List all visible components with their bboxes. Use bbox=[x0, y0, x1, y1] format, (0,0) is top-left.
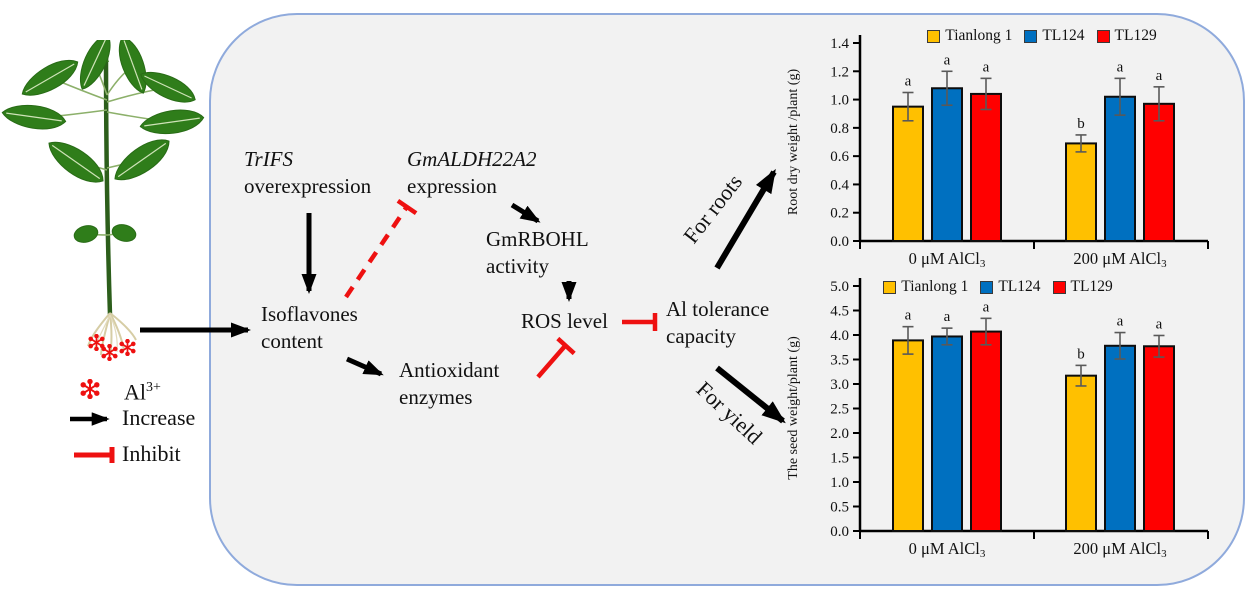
chart-legend-item: TL129 bbox=[1052, 278, 1113, 296]
y-tick-label: 5.0 bbox=[830, 279, 849, 295]
y-tick-label: 0.4 bbox=[830, 177, 849, 193]
y-tick-label: 4.0 bbox=[830, 328, 849, 344]
antioxidant-enzymes-label: Antioxidant enzymes bbox=[399, 358, 500, 409]
legend-swatch-icon bbox=[883, 280, 897, 294]
bar-tl124 bbox=[1104, 344, 1136, 532]
bar-tianlong-1 bbox=[1065, 374, 1097, 532]
legend-series-label: Tianlong 1 bbox=[945, 27, 1013, 44]
y-tick-label: 0.0 bbox=[830, 524, 849, 540]
legend-series-label: Tianlong 1 bbox=[901, 278, 969, 295]
y-tick-label: 2.5 bbox=[830, 402, 849, 418]
bar-tl129 bbox=[970, 92, 1002, 242]
y-tick-label: 1.2 bbox=[830, 64, 849, 80]
trifs-gene-name: TrIFS bbox=[244, 147, 294, 171]
significance-letter: a bbox=[983, 299, 990, 315]
significance-letter: a bbox=[944, 309, 951, 325]
y-tick-label: 0.2 bbox=[830, 206, 849, 222]
increase-legend-label: Increase bbox=[122, 405, 196, 430]
bar-tl129 bbox=[970, 330, 1002, 532]
significance-letter: a bbox=[983, 59, 990, 75]
al-ion-legend-label: Al3+ bbox=[124, 379, 161, 405]
legend-swatch-icon bbox=[980, 280, 994, 294]
y-tick-label: 4.5 bbox=[830, 304, 849, 320]
bar-tl124 bbox=[1104, 95, 1136, 242]
plant-leaves bbox=[1, 40, 205, 243]
bar-tianlong-1 bbox=[1065, 142, 1097, 243]
significance-letter: a bbox=[944, 52, 951, 68]
legend-swatch-icon bbox=[1024, 29, 1038, 43]
chart-legend-item: TL124 bbox=[1024, 27, 1085, 45]
significance-letter: a bbox=[1156, 68, 1163, 84]
chart-legend-item: Tianlong 1 bbox=[927, 27, 1012, 45]
chart-legend-item: Tianlong 1 bbox=[883, 278, 968, 296]
y-tick-label: 0.8 bbox=[830, 121, 849, 137]
significance-letter: a bbox=[1117, 59, 1124, 75]
significance-letter: a bbox=[905, 308, 912, 324]
gmaldh-expression-label: GmALDH22A2 expression bbox=[407, 147, 537, 198]
bar-tl124 bbox=[931, 87, 963, 242]
y-tick-label: 1.4 bbox=[830, 36, 849, 52]
chart-legend-item: TL124 bbox=[980, 278, 1041, 296]
al-tolerance-capacity-label: Al tolerance capacity bbox=[666, 297, 770, 348]
x-category-label: 0 μM AlCl3 bbox=[909, 249, 986, 270]
inhibit-legend-label: Inhibit bbox=[122, 441, 181, 466]
seed-weight-chart: 0.0 0.5 1.0 1.5 2.0 2.5 3.0 3.5 4.0 4.5 5.0 The see… bbox=[786, 278, 1209, 560]
chart-legend-item: TL129 bbox=[1096, 27, 1157, 45]
bar-tl129 bbox=[1143, 345, 1175, 532]
al-ion-legend-icon bbox=[80, 379, 100, 399]
y-tick-label: 3.5 bbox=[830, 353, 849, 369]
legend-series-label: TL124 bbox=[1042, 27, 1085, 44]
root-dry-weight-chart: 0.0 0.2 0.4 0.6 0.8 1.0 1.2 1.4 Root dry weight … bbox=[786, 35, 1209, 270]
bar-tl124 bbox=[931, 335, 963, 532]
y-tick-label: 0.6 bbox=[830, 149, 849, 165]
y-tick-label: 0.0 bbox=[830, 234, 849, 250]
x-category-label: 200 μM AlCl3 bbox=[1073, 249, 1167, 270]
gmrbohl-activity-label: GmRBOHL activity bbox=[486, 227, 589, 278]
legend-series-label: TL129 bbox=[1070, 278, 1113, 295]
legend-swatch-icon bbox=[1096, 29, 1110, 43]
significance-letter: b bbox=[1077, 116, 1085, 132]
y-tick-label: 1.5 bbox=[830, 451, 849, 467]
y-tick-label: 1.0 bbox=[830, 93, 849, 109]
legend-swatch-icon bbox=[1052, 280, 1066, 294]
y-axis-title: The seed weight/plant (g) bbox=[786, 336, 801, 480]
legend-series-label: TL124 bbox=[998, 278, 1041, 295]
y-tick-label: 0.5 bbox=[830, 500, 849, 516]
inhibit-legend-icon bbox=[74, 447, 115, 463]
bar-tianlong-1 bbox=[892, 339, 924, 532]
y-tick-label: 1.0 bbox=[830, 475, 849, 491]
significance-letter: a bbox=[1156, 316, 1163, 332]
trifs-overexpression-label: TrIFS overexpression bbox=[244, 147, 372, 198]
isoflavones-content-label: Isoflavones content bbox=[261, 302, 358, 353]
x-category-label: 0 μM AlCl3 bbox=[909, 539, 986, 560]
x-category-label: 200 μM AlCl3 bbox=[1073, 539, 1167, 560]
bar-tianlong-1 bbox=[892, 105, 924, 243]
plant-roots bbox=[87, 312, 137, 357]
y-tick-label: 3.0 bbox=[830, 377, 849, 393]
seed-chart-legend: Tianlong 1 TL124 TL129 bbox=[824, 278, 1172, 296]
plant-illustration bbox=[1, 40, 205, 357]
significance-letter: b bbox=[1077, 346, 1085, 362]
significance-letter: a bbox=[905, 74, 912, 90]
y-tick-label: 2.0 bbox=[830, 426, 849, 442]
ros-level-label: ROS level bbox=[521, 309, 608, 333]
gmaldh-gene-name: GmALDH22A2 bbox=[407, 147, 537, 171]
y-axis-title: Root dry weight /plant (g) bbox=[786, 69, 801, 216]
legend-swatch-icon bbox=[927, 29, 941, 43]
bar-tl129 bbox=[1143, 102, 1175, 242]
significance-letter: a bbox=[1117, 314, 1124, 330]
root-chart-legend: Tianlong 1 TL124 TL129 bbox=[868, 27, 1216, 45]
legend-series-label: TL129 bbox=[1114, 27, 1157, 44]
